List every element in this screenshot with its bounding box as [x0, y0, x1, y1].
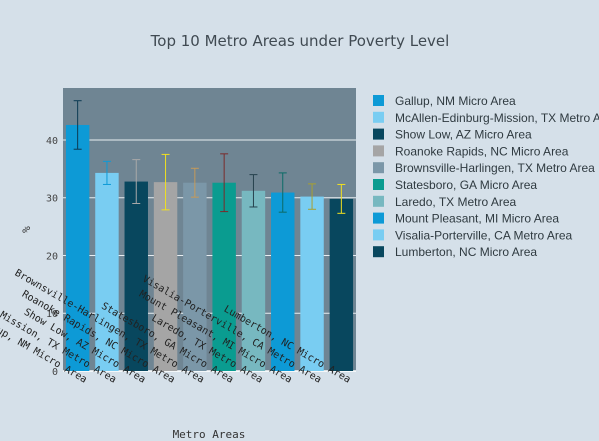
bar — [153, 182, 178, 371]
bars-group — [65, 124, 354, 372]
legend-label: Roanoke Rapids, NC Micro Area — [395, 144, 569, 158]
legend-swatch — [373, 128, 384, 140]
legend-swatch — [373, 145, 384, 157]
bar — [241, 190, 266, 371]
legend-swatch — [373, 195, 384, 207]
y-tick-label: 10 — [46, 309, 58, 320]
y-tick-label: 40 — [46, 136, 58, 147]
x-axis-label: Metro Areas — [173, 428, 246, 441]
y-axis-ticks: 0 10 20 30 40 — [46, 136, 58, 378]
legend: Gallup, NM Micro Area McAllen-Edinburg-Mi… — [373, 94, 599, 259]
legend-swatch — [373, 212, 384, 224]
bar — [300, 196, 324, 371]
legend-label: Mount Pleasant, MI Micro Area — [395, 212, 559, 226]
legend-label: Show Low, AZ Micro Area — [395, 128, 532, 142]
legend-label: Gallup, NM Micro Area — [395, 94, 516, 108]
legend-swatch — [373, 246, 384, 258]
legend-label: Laredo, TX Metro Area — [395, 195, 517, 209]
y-tick-label: 0 — [52, 367, 58, 378]
legend-label: McAllen-Edinburg-Mission, TX Metro Area — [395, 111, 599, 125]
legend-swatch — [373, 229, 384, 241]
legend-label: Lumberton, NC Micro Area — [395, 245, 537, 259]
y-axis-label: % — [20, 226, 33, 233]
bar — [65, 124, 90, 372]
bar — [124, 181, 148, 371]
bar — [183, 182, 207, 371]
y-tick-label: 20 — [46, 251, 58, 262]
legend-label: Brownsville-Harlingen, TX Metro Area — [395, 161, 595, 175]
legend-swatch — [373, 179, 384, 190]
legend-label: Statesboro, GA Micro Area — [395, 178, 537, 192]
bar — [271, 192, 295, 371]
legend-swatch — [373, 162, 384, 174]
bar — [212, 182, 236, 371]
error-bars-group — [73, 100, 346, 214]
bar — [95, 172, 119, 371]
bar — [329, 198, 354, 371]
chart-title: Top 10 Metro Areas under Poverty Level — [150, 32, 450, 50]
legend-swatch — [373, 111, 384, 123]
legend-label: Visalia-Porterville, CA Metro Area — [395, 228, 573, 242]
legend-swatch — [373, 95, 384, 106]
y-tick-label: 30 — [46, 194, 58, 205]
